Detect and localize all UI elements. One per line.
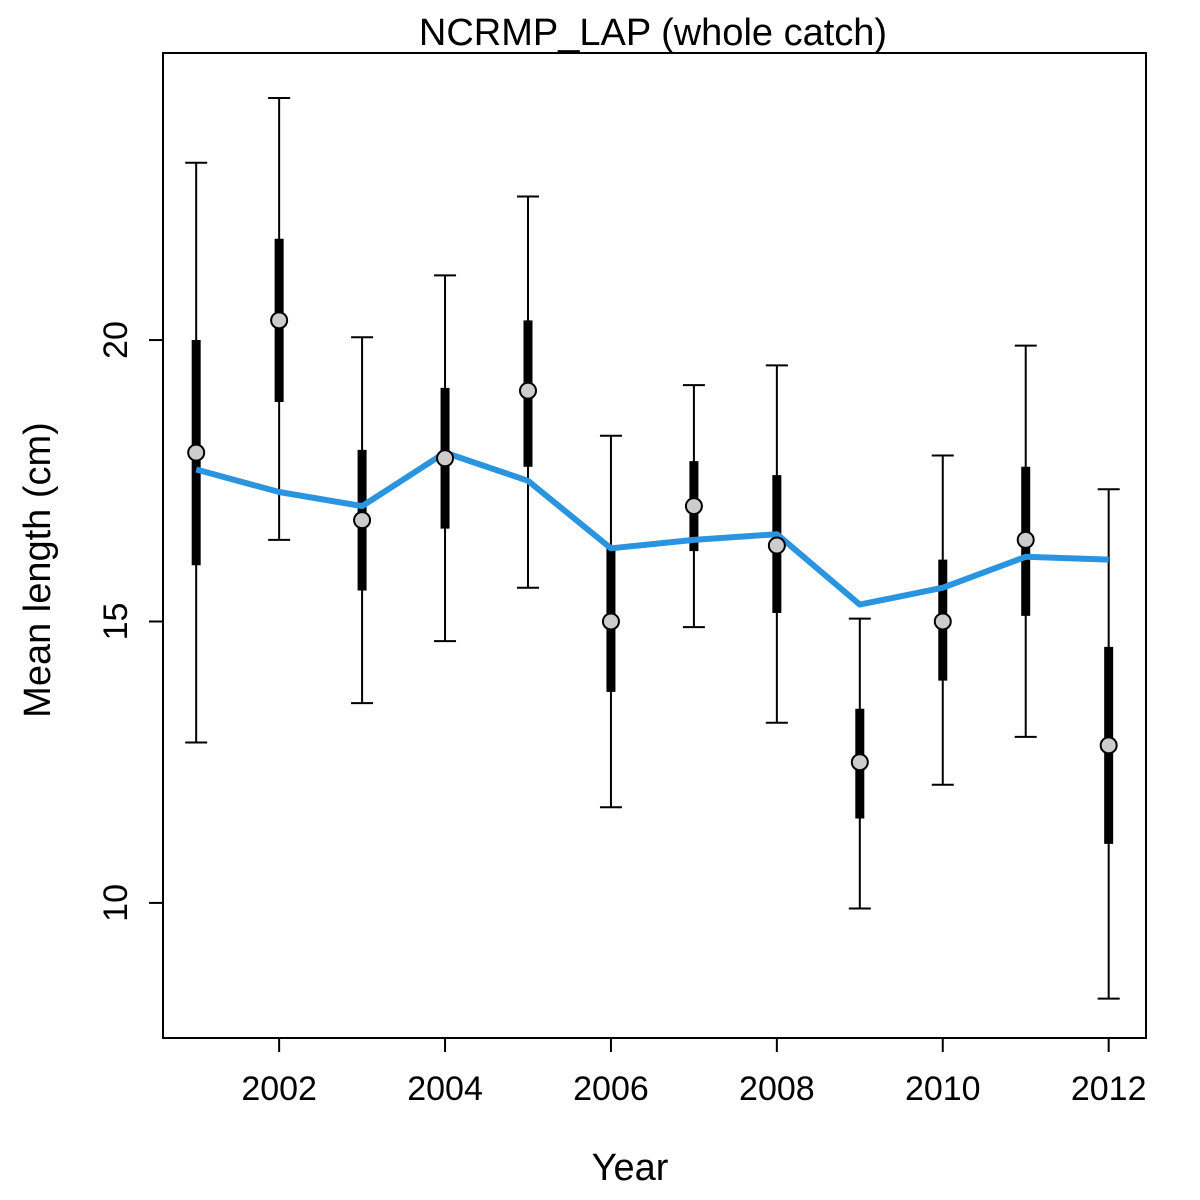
x-axis: 2002 2004 2006 2008 2010 2012 — [241, 1038, 1146, 1108]
observed-mean-point — [767, 536, 786, 555]
observed-mean-point — [270, 311, 289, 330]
y-axis: 10 15 20 — [97, 321, 163, 922]
observed-mean-point — [601, 612, 620, 631]
plot-frame — [162, 52, 1147, 1039]
x-tick-label: 2004 — [407, 1070, 483, 1108]
y-tick-label: 20 — [97, 321, 135, 359]
y-tick-label: 15 — [97, 603, 135, 641]
x-tick-label: 2006 — [573, 1070, 649, 1108]
x-tick-label: 2010 — [905, 1070, 981, 1108]
observed-mean-points — [187, 311, 1118, 772]
x-tick-label: 2002 — [241, 1070, 317, 1108]
observed-mean-point — [1099, 736, 1118, 755]
observed-mean-point — [684, 497, 703, 516]
x-tick-label: 2008 — [739, 1070, 815, 1108]
expected-mean-line — [195, 449, 1109, 608]
observed-mean-point — [933, 612, 952, 631]
observed-mean-point — [353, 511, 372, 530]
observed-mean-point — [518, 381, 537, 400]
observed-mean-point — [1016, 530, 1035, 549]
observed-mean-point — [436, 449, 455, 468]
y-axis-label: Mean length (cm) — [17, 422, 59, 718]
observed-mean-point — [187, 443, 206, 462]
observed-mean-point — [850, 753, 869, 772]
x-tick-label: 2012 — [1071, 1070, 1147, 1108]
chart-title: NCRMP_LAP (whole catch) — [419, 12, 887, 54]
expected-mean-series — [195, 449, 1109, 608]
y-tick-label: 10 — [97, 884, 135, 922]
x-axis-label: Year — [592, 1147, 669, 1189]
